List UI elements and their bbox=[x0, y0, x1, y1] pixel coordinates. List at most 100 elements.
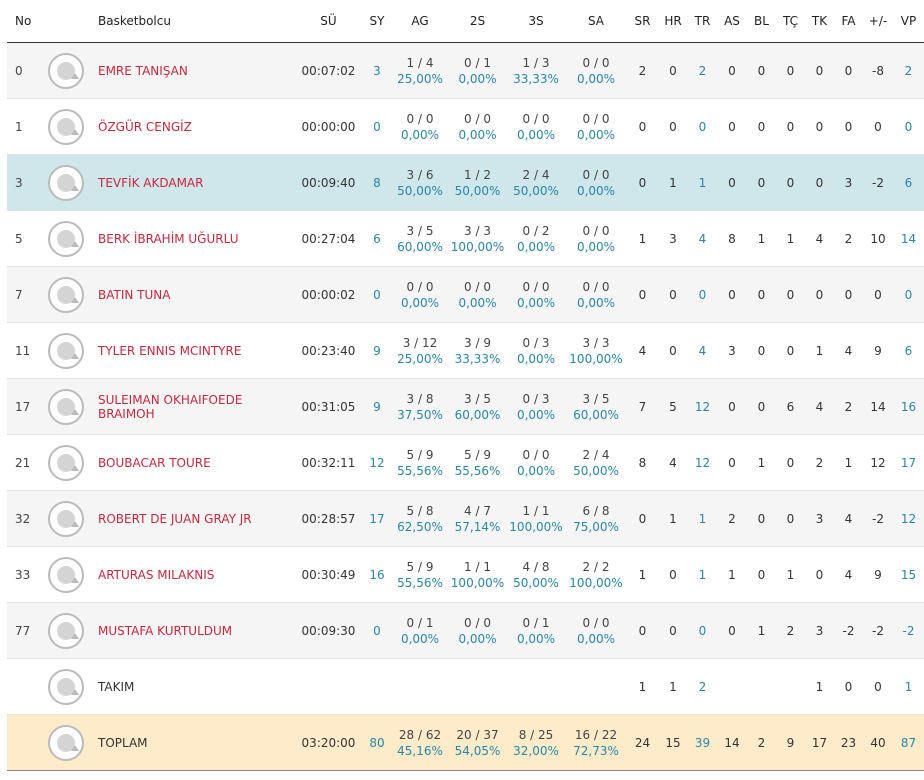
percentage: 50,00% bbox=[513, 575, 559, 590]
cell-minutes: 00:28:57 bbox=[295, 490, 362, 547]
cell-total-rebounds: 12 bbox=[688, 378, 717, 435]
column-header-avatar bbox=[39, 0, 92, 43]
cell-turnovers: 0 bbox=[776, 98, 805, 155]
made-attempted: 2 / 2 bbox=[582, 559, 610, 574]
cell-offensive-rebounds: 7 bbox=[627, 378, 658, 435]
cell-assists: 0 bbox=[717, 98, 747, 155]
made-attempted: 5 / 9 bbox=[406, 559, 434, 574]
made-attempted: 3 / 3 bbox=[464, 223, 491, 238]
cell-plus-minus: 9 bbox=[863, 546, 893, 603]
cell-turnovers: 0 bbox=[776, 434, 805, 491]
percentage: 25,00% bbox=[397, 351, 443, 366]
cell-avatar bbox=[39, 210, 92, 267]
percentage: 50,00% bbox=[454, 183, 501, 198]
cell-total-rebounds: 2 bbox=[688, 42, 717, 99]
made-attempted: 1 / 1 bbox=[522, 503, 550, 518]
cell-field-goals: 5 / 8 62,50% bbox=[392, 490, 448, 547]
cell-jersey-number: 0 bbox=[7, 42, 39, 99]
percentage: 0,00% bbox=[516, 631, 556, 646]
percentage: 37,50% bbox=[397, 407, 443, 422]
column-header-efficiency: VP bbox=[893, 0, 924, 43]
cell-blocks: 0 bbox=[747, 42, 776, 99]
player-row: 77 MUSTAFA KURTULDUM 00:09:30 0 0 / 1 0,00% 0 … bbox=[7, 602, 924, 659]
cell-turnovers bbox=[776, 658, 805, 715]
cell-blocks: 0 bbox=[747, 266, 776, 323]
percentage: 75,00% bbox=[573, 519, 619, 534]
made-attempted: 3 / 6 bbox=[406, 167, 434, 182]
cell-three-pointers: 0 / 1 0,00% bbox=[507, 602, 565, 659]
percentage: 50,00% bbox=[397, 183, 443, 198]
made-attempted: 0 / 0 bbox=[522, 111, 550, 126]
player-name-link[interactable]: ÖZGÜR CENGİZ bbox=[92, 98, 295, 155]
cell-jersey-number: 1 bbox=[7, 98, 39, 155]
cell-assists: 14 bbox=[717, 714, 747, 771]
made-attempted: 5 / 9 bbox=[464, 447, 491, 462]
cell-offensive-rebounds: 1 bbox=[627, 546, 658, 603]
cell-field-goals: 0 / 0 0,00% bbox=[392, 266, 448, 323]
cell-assists: 1 bbox=[717, 546, 747, 603]
column-header-player-name: Basketbolcu bbox=[92, 0, 295, 43]
cell-defensive-rebounds: 0 bbox=[658, 546, 688, 603]
cell-two-pointers: 0 / 1 0,00% bbox=[448, 42, 507, 99]
column-header-plus-minus: +/- bbox=[863, 0, 893, 43]
cell-two-pointers: 3 / 5 60,00% bbox=[448, 378, 507, 435]
cell-offensive-rebounds: 8 bbox=[627, 434, 658, 491]
made-attempted: 2 / 4 bbox=[582, 447, 610, 462]
cell-three-pointers: 4 / 8 50,00% bbox=[507, 546, 565, 603]
cell-minutes: 00:09:40 bbox=[295, 154, 362, 211]
cell-defensive-rebounds: 1 bbox=[658, 658, 688, 715]
made-attempted: 3 / 5 bbox=[406, 223, 434, 238]
player-name-link[interactable]: ARTURAS MILAKNIS bbox=[92, 546, 295, 603]
column-header-points: SY bbox=[362, 0, 392, 43]
player-name-link[interactable]: TYLER ENNIS MCINTYRE bbox=[92, 322, 295, 379]
made-attempted: 0 / 0 bbox=[582, 223, 610, 238]
cell-jersey-number: 7 bbox=[7, 266, 39, 323]
cell-offensive-rebounds: 1 bbox=[627, 658, 658, 715]
player-name-link[interactable]: TEVFİK AKDAMAR bbox=[92, 154, 295, 211]
cell-fouls: 23 bbox=[834, 714, 863, 771]
cell-turnovers: 6 bbox=[776, 378, 805, 435]
cell-three-pointers: 2 / 4 50,00% bbox=[507, 154, 565, 211]
made-attempted: 3 / 5 bbox=[582, 391, 610, 406]
cell-total-rebounds: 12 bbox=[688, 434, 717, 491]
player-name-link[interactable]: ROBERT DE JUAN GRAY JR bbox=[92, 490, 295, 547]
cell-assists: 0 bbox=[717, 266, 747, 323]
player-name-link[interactable]: BATIN TUNA bbox=[92, 266, 295, 323]
cell-steals: 0 bbox=[805, 42, 834, 99]
cell-assists: 2 bbox=[717, 490, 747, 547]
player-avatar-icon bbox=[47, 668, 84, 705]
made-attempted: 28 / 62 bbox=[398, 727, 442, 742]
cell-total-rebounds: 1 bbox=[688, 154, 717, 211]
player-name-link[interactable]: BOUBACAR TOURE bbox=[92, 434, 295, 491]
cell-avatar bbox=[39, 266, 92, 323]
cell-total-rebounds: 0 bbox=[688, 266, 717, 323]
percentage: 0,00% bbox=[516, 239, 556, 254]
cell-three-pointers: 0 / 0 0,00% bbox=[507, 266, 565, 323]
cell-steals: 0 bbox=[805, 266, 834, 323]
percentage: 0,00% bbox=[400, 631, 440, 646]
made-attempted: 0 / 0 bbox=[582, 55, 610, 70]
cell-efficiency: 12 bbox=[893, 490, 924, 547]
cell-three-pointers: 8 / 25 32,00% bbox=[507, 714, 565, 771]
column-header-minutes: SÜ bbox=[295, 0, 362, 43]
cell-efficiency: 14 bbox=[893, 210, 924, 267]
cell-offensive-rebounds: 1 bbox=[627, 210, 658, 267]
made-attempted: 3 / 9 bbox=[464, 335, 491, 350]
cell-field-goals: 0 / 0 0,00% bbox=[392, 98, 448, 155]
player-name-link[interactable]: EMRE TANIŞAN bbox=[92, 42, 295, 99]
player-avatar-icon bbox=[47, 276, 84, 313]
made-attempted: 0 / 0 bbox=[464, 615, 491, 630]
player-name-link[interactable]: SULEIMAN OKHAIFOEDE BRAIMOH bbox=[92, 378, 295, 435]
cell-free-throws: 0 / 0 0,00% bbox=[565, 602, 627, 659]
player-name-link[interactable]: MUSTAFA KURTULDUM bbox=[92, 602, 295, 659]
cell-avatar bbox=[39, 378, 92, 435]
player-name-link[interactable]: BERK İBRAHİM UĞURLU bbox=[92, 210, 295, 267]
cell-jersey-number bbox=[7, 658, 39, 715]
cell-defensive-rebounds: 0 bbox=[658, 266, 688, 323]
cell-jersey-number: 21 bbox=[7, 434, 39, 491]
percentage: 50,00% bbox=[513, 183, 559, 198]
cell-plus-minus: 10 bbox=[863, 210, 893, 267]
cell-offensive-rebounds: 0 bbox=[627, 98, 658, 155]
cell-avatar bbox=[39, 490, 92, 547]
percentage: 100,00% bbox=[569, 575, 623, 590]
